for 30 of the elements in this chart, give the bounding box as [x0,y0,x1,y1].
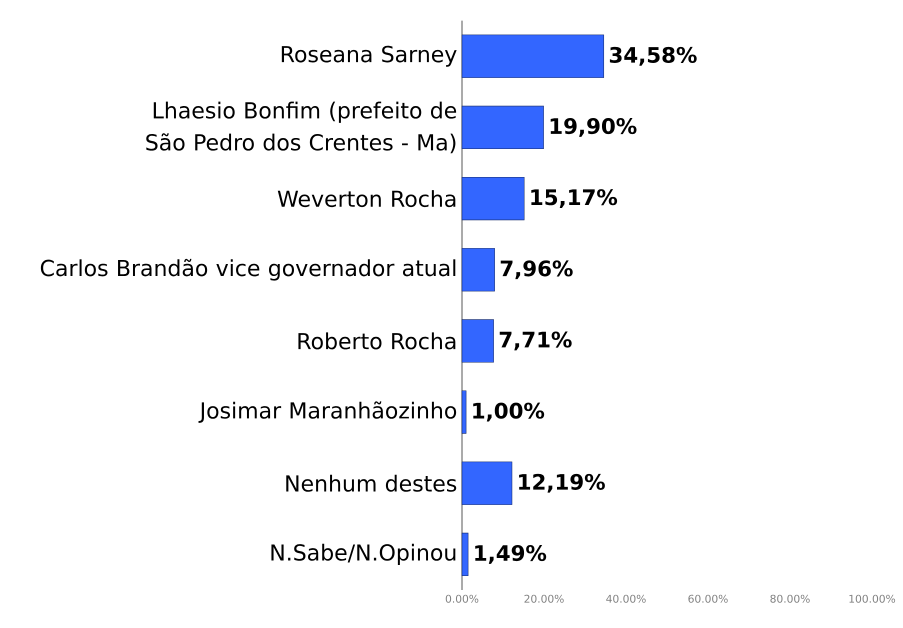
data-label: 15,17% [531,189,618,208]
bar [462,532,468,576]
data-label: 1,00% [473,402,544,422]
data-label: 19,90% [550,118,636,137]
data-label: 12,19% [519,474,605,493]
y-tick-label: Roseana Sarney [282,46,457,67]
y-tick-label: N.Sabe/N.Opinou [271,544,456,566]
data-label: 7,96% [500,260,573,280]
y-tick-label: Lhaesio Bonfim (prefeito de São Pedro dos Crentes - Ma) [146,102,456,154]
data-label: 1,49% [475,544,546,564]
y-tick-label: Roberto Rocha [298,332,456,350]
bar [462,462,512,505]
x-tick-label: 100.00% [849,594,896,603]
bar [462,319,494,363]
x-tick-label: 80.00% [770,594,810,603]
data-label: 34,58% [610,46,697,66]
bar [462,34,604,78]
y-tick-label: Josimar Maranhãozinho [198,401,456,423]
bar [462,390,466,434]
y-tick-label: Nenhum destes [286,474,456,492]
y-tick-label: Weverton Rocha [278,190,456,208]
data-label: 7,71% [500,331,572,350]
x-tick-label: 60.00% [688,594,728,603]
x-tick-label: 20.00% [524,594,564,603]
bar [462,248,495,292]
y-tick-label: Carlos Brandão vice governador atual [40,258,456,281]
bar [462,106,544,150]
bar [462,176,524,220]
x-tick-label: 40.00% [606,594,646,603]
x-tick-label: 0.00% [446,594,478,603]
